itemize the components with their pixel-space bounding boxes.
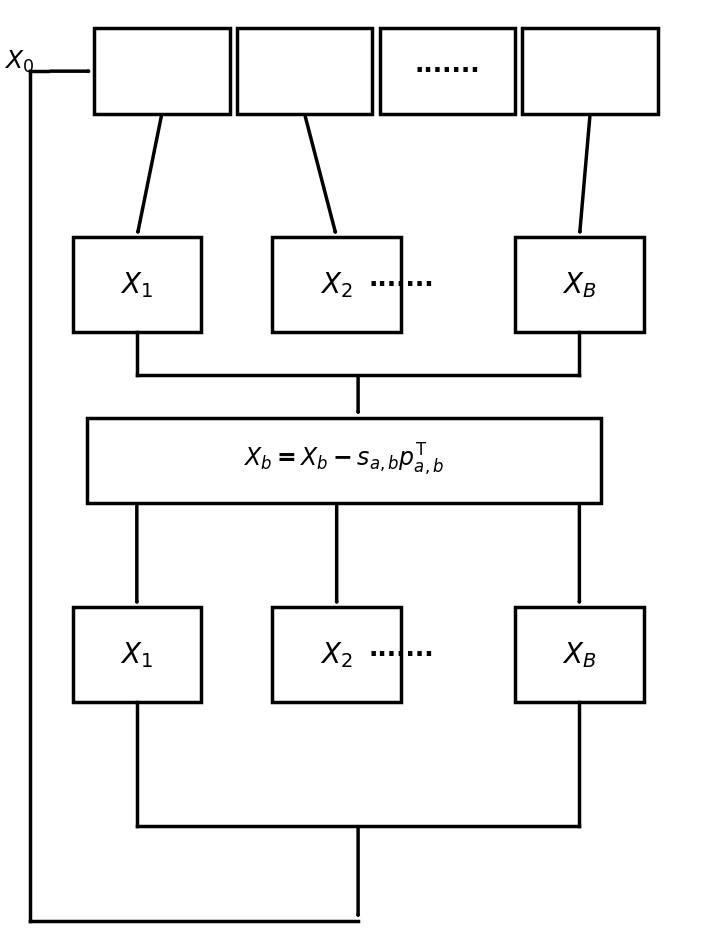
Text: $\boldsymbol{X_B}$: $\boldsymbol{X_B}$ (562, 640, 596, 670)
FancyBboxPatch shape (87, 418, 601, 503)
Text: $\boldsymbol{X_0}$: $\boldsymbol{X_0}$ (4, 48, 34, 75)
Text: $\boldsymbol{X_1}$: $\boldsymbol{X_1}$ (120, 270, 153, 300)
FancyBboxPatch shape (73, 607, 201, 702)
Text: $\boldsymbol{X_1}$: $\boldsymbol{X_1}$ (120, 640, 153, 670)
Text: $\boldsymbol{X_2}$: $\boldsymbol{X_2}$ (320, 270, 353, 300)
FancyBboxPatch shape (94, 28, 230, 114)
Text: $\boldsymbol{X_b = X_b - s_{a,b}p_{a,b}^{\mathsf{T}}}$: $\boldsymbol{X_b = X_b - s_{a,b}p_{a,b}^… (243, 442, 445, 478)
FancyBboxPatch shape (272, 607, 401, 702)
Text: $\boldsymbol{X_2}$: $\boldsymbol{X_2}$ (320, 640, 353, 670)
Text: ·······: ······· (368, 272, 434, 297)
FancyBboxPatch shape (272, 237, 401, 332)
Text: ·······: ······· (368, 642, 434, 667)
Text: $\boldsymbol{X_B}$: $\boldsymbol{X_B}$ (562, 270, 596, 300)
FancyBboxPatch shape (237, 28, 373, 114)
FancyBboxPatch shape (522, 28, 658, 114)
Text: ·······: ······· (415, 59, 480, 84)
FancyBboxPatch shape (73, 237, 201, 332)
FancyBboxPatch shape (380, 28, 515, 114)
FancyBboxPatch shape (515, 237, 644, 332)
FancyBboxPatch shape (515, 607, 644, 702)
